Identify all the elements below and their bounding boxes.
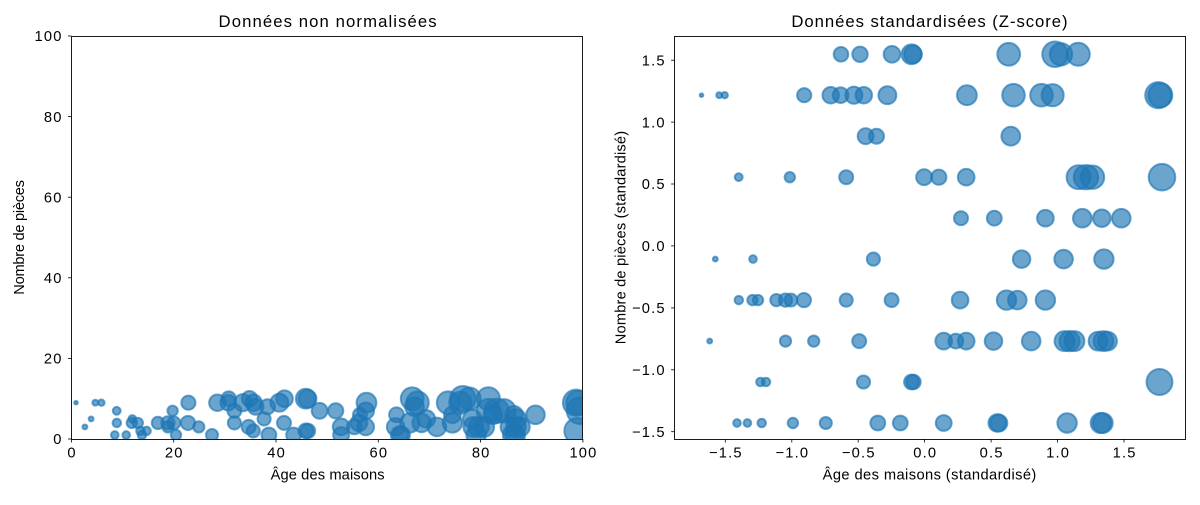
svg-text:80: 80: [472, 446, 491, 462]
svg-text:0.0: 0.0: [913, 446, 937, 462]
svg-text:1.0: 1.0: [1046, 446, 1070, 462]
svg-text:−0.5: −0.5: [632, 301, 666, 317]
svg-text:Données standardisées (Z-score: Données standardisées (Z-score): [791, 12, 1068, 31]
svg-text:Données non normalisées: Données non normalisées: [219, 12, 438, 31]
svg-text:20: 20: [44, 352, 63, 368]
svg-text:−1.0: −1.0: [632, 363, 666, 379]
svg-text:0: 0: [67, 446, 76, 462]
svg-text:−0.5: −0.5: [842, 446, 876, 462]
svg-text:0.5: 0.5: [980, 446, 1004, 462]
svg-text:100: 100: [34, 29, 62, 45]
svg-text:Nombre de pièces (standardisé): Nombre de pièces (standardisé): [614, 131, 630, 345]
svg-text:Nombre de pièces: Nombre de pièces: [12, 180, 28, 294]
svg-text:60: 60: [370, 446, 389, 462]
svg-text:1.5: 1.5: [642, 53, 666, 69]
svg-text:0.5: 0.5: [642, 177, 666, 193]
svg-text:Âge des maisons: Âge des maisons: [271, 467, 385, 484]
svg-text:−1.5: −1.5: [632, 425, 666, 441]
svg-text:100: 100: [569, 446, 597, 462]
svg-text:0.0: 0.0: [642, 239, 666, 255]
svg-text:Âge des maisons (standardisé): Âge des maisons (standardisé): [823, 467, 1037, 484]
svg-text:−1.0: −1.0: [775, 446, 809, 462]
svg-text:−1.5: −1.5: [709, 446, 743, 462]
svg-text:20: 20: [165, 446, 184, 462]
svg-text:1.0: 1.0: [642, 115, 666, 131]
svg-text:0: 0: [53, 432, 62, 448]
svg-text:1.5: 1.5: [1113, 446, 1137, 462]
svg-text:60: 60: [44, 190, 63, 206]
svg-text:40: 40: [44, 271, 63, 287]
svg-text:40: 40: [267, 446, 286, 462]
svg-text:80: 80: [44, 110, 63, 126]
